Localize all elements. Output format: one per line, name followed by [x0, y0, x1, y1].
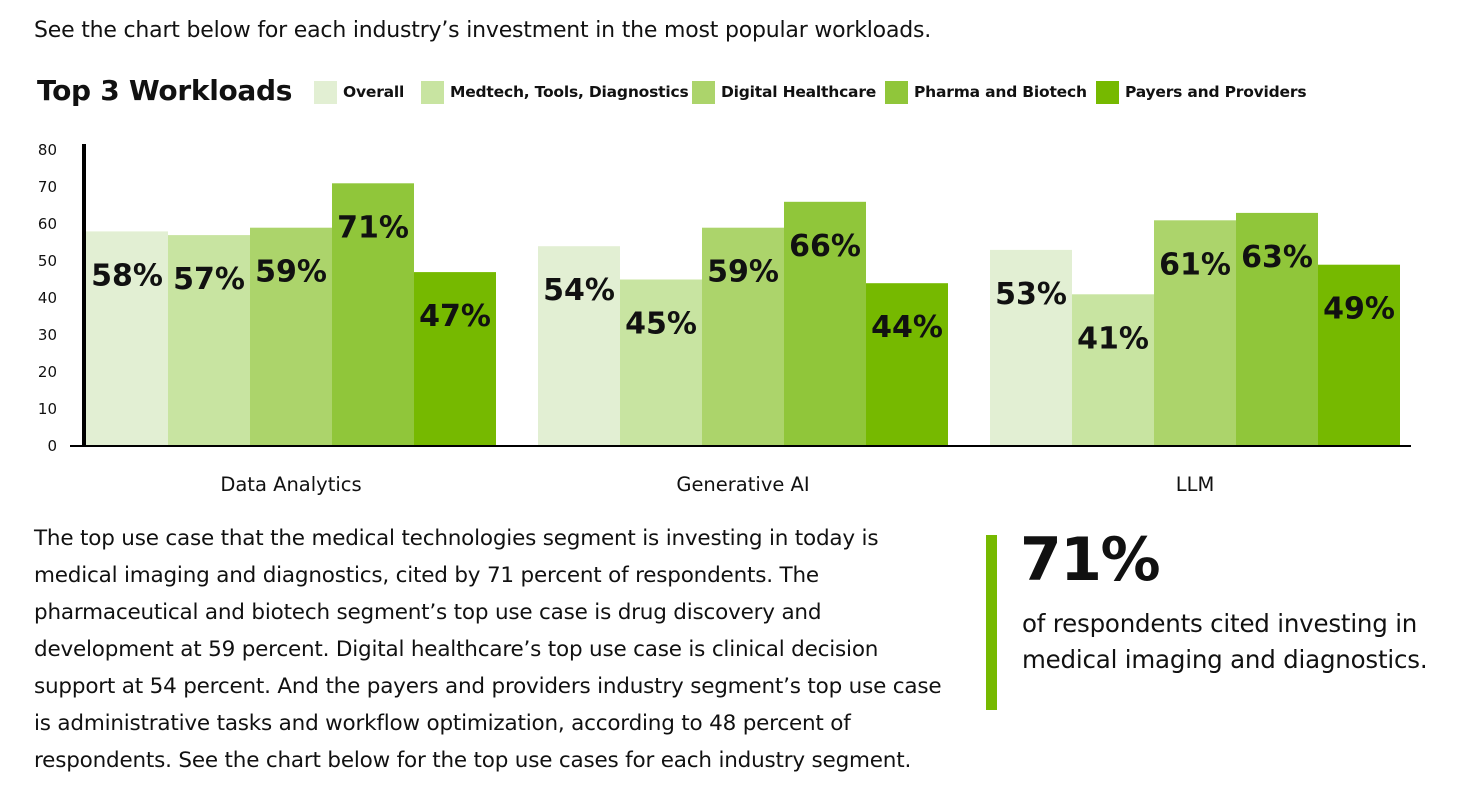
legend-label-overall: Overall	[343, 83, 405, 101]
bar	[702, 227, 784, 446]
intro-text: See the chart below for each industry’s …	[34, 18, 932, 43]
bar-data-label: 63%	[1241, 240, 1313, 275]
legend-label-payers-providers: Payers and Providers	[1125, 83, 1307, 101]
bar	[1236, 212, 1318, 446]
legend-item-digital-healthcare: Digital Healthcare	[692, 80, 876, 104]
y-tick-label: 40	[38, 289, 57, 307]
legend-item-medtech: Medtech, Tools, Diagnostics	[421, 80, 689, 104]
legend-item-payers-providers: Payers and Providers	[1096, 80, 1307, 104]
bar	[1072, 294, 1154, 446]
y-tick-label: 80	[38, 141, 57, 159]
y-tick-label: 10	[38, 400, 57, 418]
bar-data-label: 47%	[419, 299, 491, 334]
y-tick-label: 50	[38, 252, 57, 270]
y-tick-label: 30	[38, 326, 57, 344]
y-tick-label: 70	[38, 178, 57, 196]
legend-swatch-digital-healthcare	[692, 80, 715, 104]
stat-value: 71%	[1020, 525, 1161, 595]
y-tick-label: 60	[38, 215, 57, 233]
legend-swatch-pharma-biotech	[885, 80, 908, 104]
bar	[414, 272, 496, 446]
bar	[86, 231, 168, 446]
legend-item-pharma-biotech: Pharma and Biotech	[885, 80, 1087, 104]
bar	[538, 246, 620, 446]
x-category-label: LLM	[1176, 473, 1215, 496]
bar-data-label: 45%	[625, 307, 697, 342]
bar	[1318, 264, 1400, 446]
y-tick-label: 20	[38, 363, 57, 381]
bar-data-label: 57%	[173, 262, 245, 297]
legend-swatch-medtech	[421, 80, 444, 104]
bar	[1154, 220, 1236, 446]
bar	[784, 201, 866, 446]
legend-label-digital-healthcare: Digital Healthcare	[721, 83, 877, 101]
bar	[250, 227, 332, 446]
bar	[990, 249, 1072, 446]
legend-label-medtech: Medtech, Tools, Diagnostics	[450, 83, 689, 101]
bar-data-label: 71%	[337, 210, 409, 245]
body-paragraph: The top use case that the medical techno…	[34, 526, 942, 773]
bar-data-label: 61%	[1159, 247, 1231, 282]
x-category-label: Data Analytics	[220, 473, 361, 496]
bar	[332, 183, 414, 447]
bar-data-label: 54%	[543, 273, 615, 308]
bar-data-label: 53%	[995, 277, 1067, 312]
legend-swatch-payers-providers	[1096, 80, 1119, 104]
bar-data-label: 59%	[707, 255, 779, 290]
bar-data-label: 49%	[1323, 292, 1395, 327]
legend-swatch-overall	[314, 80, 337, 104]
y-tick-label: 0	[47, 437, 57, 455]
bar-data-label: 66%	[789, 229, 861, 264]
bar	[620, 279, 702, 446]
bar-data-label: 44%	[871, 310, 943, 345]
bar	[866, 283, 948, 446]
legend-label-pharma-biotech: Pharma and Biotech	[914, 83, 1087, 101]
x-category-label: Generative AI	[676, 473, 809, 496]
legend-item-overall: Overall	[314, 80, 404, 104]
bar-data-label: 41%	[1077, 321, 1149, 356]
bar	[168, 235, 250, 446]
stat-description: of respondents cited investing in medica…	[1022, 609, 1428, 674]
chart-title: Top 3 Workloads	[37, 74, 293, 107]
bar-data-label: 59%	[255, 255, 327, 290]
stat-accent-bar	[986, 535, 997, 710]
bar-data-label: 58%	[91, 258, 163, 293]
bar-chart: 0 10 20 30 40 50 60 70 80 58% 57% 59% 71% 47% Data Ana…	[38, 141, 1411, 496]
